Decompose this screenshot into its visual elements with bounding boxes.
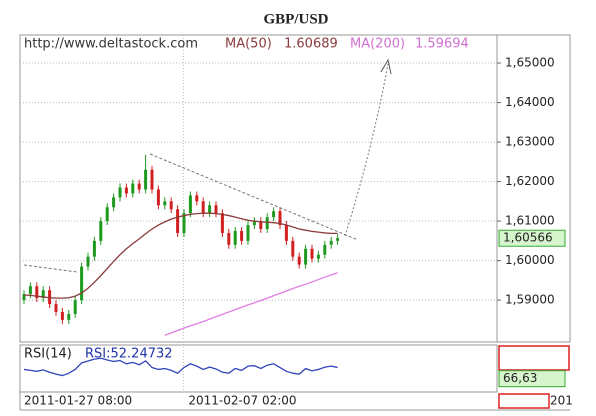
x-tick-label: 2011-01-27 08:00 [24,394,132,408]
source-text: http://www.deltastock.com [24,37,198,52]
scale-marker-box [498,370,566,388]
forecast-arrow [344,63,389,237]
candle-body [35,286,39,299]
candle-body [67,313,71,320]
legend-ma200: MA(200) [350,37,405,52]
y-tick-label: 1,62000 [505,174,555,188]
candle-body [284,225,288,241]
price-panel [19,34,498,343]
candle-body [240,230,244,241]
rsi-axis-box [498,345,570,371]
candle-body [329,240,333,245]
candle-body [265,217,269,229]
rsi-title: RSI(14) [24,347,72,362]
y-tick-label: 1,64000 [505,95,555,109]
candle-body [310,248,314,259]
candle-body [105,207,109,222]
candle-body [150,169,154,190]
candle-body [73,300,77,314]
candle-body [92,240,96,257]
candle-body [272,211,276,218]
candle-body [22,294,26,301]
candle-body [201,201,205,214]
candle-body [316,254,320,259]
rsi-last: RSI:52.24732 [85,347,173,362]
candle-body [131,183,135,194]
y-tick-label: 1,65000 [505,56,555,70]
candle-body [304,248,308,265]
candle-body [28,286,32,295]
candle-body [297,256,301,265]
candle-body [233,230,237,245]
price-axis-panel [496,34,571,343]
candle-body [188,195,192,214]
candle-body [169,201,173,210]
candle-body [336,238,340,241]
trend-line [23,264,78,273]
legend-ma200-value: 1.59694 [415,37,469,52]
candle-body [252,221,256,226]
candle-body [323,244,327,255]
candle-body [41,290,45,299]
last-price-label: 1,60566 [503,231,553,245]
candle-body [278,211,282,226]
legend-ma50-value: 1.60689 [284,37,338,52]
y-tick-label: 1,63000 [505,135,555,149]
corner-text: 201 [550,394,573,408]
candle-body [118,187,122,198]
date-axis-box [498,393,550,409]
candle-body [137,183,141,190]
candle-body [182,213,186,233]
candle-body [227,232,231,245]
candle-body [259,221,263,229]
candle-body [144,169,148,190]
candle-body [214,205,218,214]
arrow-head [380,58,392,75]
scale-marker-label: 66,63 [503,371,537,385]
candle-body [112,197,116,208]
candle-body [60,311,64,320]
candle-body [54,304,58,312]
candle-body [291,240,295,257]
y-tick-label: 1,60000 [505,253,555,267]
candle-body [195,195,199,202]
candle-body [220,213,224,233]
series-line [23,212,338,299]
y-tick-label: 1,59000 [505,293,555,307]
candle-body [176,209,180,233]
series-line [23,357,338,377]
trend-line [149,153,359,241]
x-tick-label: 2011-02-07 02:00 [188,394,296,408]
series-line [164,272,338,336]
chart-title: GBP/USD [263,11,328,27]
candle-body [156,189,160,206]
plot [20,35,497,392]
y-tick-label: 1,61000 [505,214,555,228]
candle-body [80,266,84,301]
last-price-box [498,229,566,247]
candle-body [163,201,167,206]
candle-body [246,225,250,241]
candle-body [208,205,212,214]
rsi-panel [19,344,498,393]
candle-body [99,221,103,241]
candle-body [124,187,128,194]
candle-body [86,256,90,267]
legend-ma50: MA(50) [225,37,272,52]
